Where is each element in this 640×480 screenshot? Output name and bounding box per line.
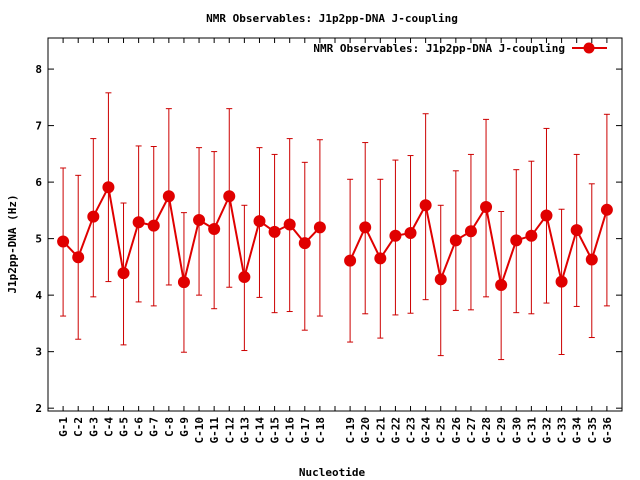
x-tick-label: G-28 (480, 417, 493, 444)
x-tick-label: G-26 (450, 417, 463, 444)
chart-title: NMR Observables: J1p2pp-DNA J-coupling (206, 12, 458, 25)
x-tick-label: G-9 (178, 417, 191, 437)
data-point (404, 226, 417, 239)
legend: NMR Observables: J1p2pp-DNA J-coupling (313, 42, 607, 55)
data-point (540, 209, 553, 222)
data-point (359, 221, 372, 234)
data-point (419, 199, 432, 212)
y-tick-label: 6 (35, 176, 42, 189)
data-point (449, 234, 462, 247)
y-tick-label: 7 (35, 120, 42, 133)
data-point (193, 213, 206, 226)
data-point (525, 229, 538, 242)
y-tick-label: 5 (35, 233, 42, 246)
x-tick-label: G-3 (87, 417, 100, 437)
x-tick-label: G-30 (510, 417, 523, 444)
x-tick-label: G-24 (420, 417, 433, 444)
x-tick-label: G-36 (601, 417, 614, 444)
data-point (600, 203, 613, 216)
y-tick-label: 4 (35, 289, 42, 302)
x-tick-label: C-21 (374, 417, 387, 444)
x-tick-label: G-22 (389, 417, 402, 444)
x-tick-label: C-27 (465, 417, 478, 444)
legend-label: NMR Observables: J1p2pp-DNA J-coupling (313, 42, 565, 55)
data-point (162, 190, 175, 203)
legend-marker (583, 42, 595, 54)
x-tick-label: C-18 (314, 417, 327, 444)
data-point (344, 254, 357, 267)
data-point (147, 219, 160, 232)
data-point (238, 271, 251, 284)
series-line (349, 204, 608, 286)
y-tick-label: 3 (35, 346, 42, 359)
data-point (208, 223, 221, 236)
data-point (495, 278, 508, 291)
x-tick-label: C-29 (495, 417, 508, 444)
x-axis-label: Nucleotide (299, 466, 366, 479)
data-point (87, 210, 100, 223)
data-point (464, 225, 477, 238)
x-tick-label: C-4 (102, 417, 115, 437)
data-point (434, 273, 447, 286)
data-point (298, 237, 311, 250)
x-tick-label: C-10 (193, 417, 206, 444)
x-tick-label: C-31 (525, 417, 538, 444)
data-point (117, 267, 130, 280)
x-tick-label: G-20 (359, 417, 372, 444)
data-point (570, 224, 583, 237)
x-tick-label: C-25 (435, 417, 448, 444)
x-tick-label: C-6 (133, 417, 146, 437)
y-tick-label: 2 (35, 402, 42, 415)
x-tick-label: C-33 (556, 417, 569, 444)
y-tick-label: 8 (35, 63, 42, 76)
x-tick-label: C-19 (344, 417, 357, 444)
x-tick-label: C-2 (72, 417, 85, 437)
data-point (374, 252, 387, 265)
data-point (177, 276, 190, 289)
x-tick-label: C-35 (586, 417, 599, 444)
x-tick-label: G-11 (208, 417, 221, 444)
y-axis-label: J1p2pp-DNA (Hz) (6, 194, 19, 293)
x-tick-label: G-5 (118, 417, 131, 437)
x-tick-label: C-23 (405, 417, 418, 444)
data-point (72, 251, 85, 264)
data-point (313, 221, 326, 234)
data-point (585, 253, 598, 266)
x-tick-label: G-32 (540, 417, 553, 444)
x-tick-label: C-8 (163, 417, 176, 437)
data-point (389, 229, 402, 242)
x-tick-label: G-7 (148, 417, 161, 437)
series-line (62, 186, 321, 284)
data-point (132, 216, 145, 229)
data-point (102, 181, 115, 194)
x-tick-label: G-17 (299, 417, 312, 444)
data-point (268, 225, 281, 238)
x-tick-label: C-14 (253, 417, 266, 444)
data-point (480, 200, 493, 213)
data-point (510, 234, 523, 247)
data-point (223, 190, 236, 203)
x-tick-label: G-1 (57, 417, 70, 437)
data-point (57, 235, 70, 248)
x-tick-label: C-12 (223, 417, 236, 444)
data-point (283, 218, 296, 231)
x-tick-label: G-15 (269, 417, 282, 444)
x-tick-label: G-34 (571, 417, 584, 444)
data-point (555, 275, 568, 288)
x-tick-label: G-13 (238, 417, 251, 444)
data-point (253, 215, 266, 228)
x-tick-label: C-16 (284, 417, 297, 444)
